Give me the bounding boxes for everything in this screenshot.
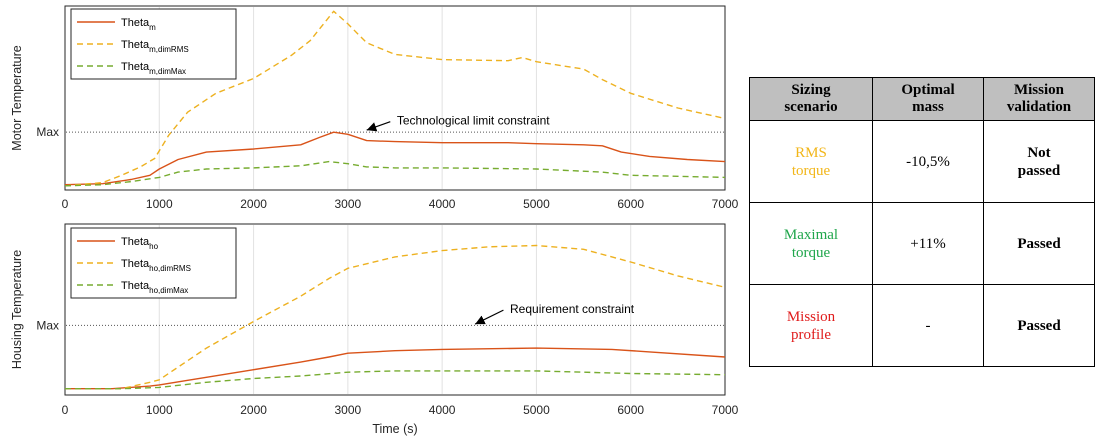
motor-legend: Thetam Thetam,dimRMS Thetam,dimMax bbox=[70, 8, 237, 80]
housing-legend-entry: Thetaho,dimRMS bbox=[121, 258, 191, 273]
housing-xtick-label: 0 bbox=[62, 403, 69, 417]
housing-annotation-arrow bbox=[474, 309, 504, 325]
motor-xtick-label: 6000 bbox=[617, 197, 644, 211]
sizing-results-table: Sizing scenario Optimal mass Mission valida… bbox=[749, 77, 1095, 367]
validation-cell: Passed bbox=[983, 202, 1095, 285]
housing-xtick-label: 2000 bbox=[240, 403, 267, 417]
motor-xtick-label: 3000 bbox=[335, 197, 362, 211]
motor-y-axis-label: Motor Temperature bbox=[10, 45, 24, 150]
scenario-cell: Mission profile bbox=[749, 284, 873, 367]
table-row: RMS torque -10,5% Not passed bbox=[749, 120, 1095, 203]
housing-series-ho bbox=[65, 347, 726, 390]
time-x-axis-label: Time (s) bbox=[372, 422, 417, 436]
motor-xtick-label: 0 bbox=[62, 197, 69, 211]
housing-y-axis-label: Housing Temperature bbox=[10, 250, 24, 369]
motor-legend-entry: Thetam,dimRMS bbox=[121, 39, 189, 54]
motor-series-m bbox=[64, 131, 726, 186]
mass-cell: +11% bbox=[872, 202, 984, 285]
housing-legend: Thetaho Thetaho,dimRMS Thetaho,dimMax bbox=[70, 227, 237, 299]
table-row: Maximal torque +11% Passed bbox=[749, 202, 1095, 285]
motor-xtick-label: 4000 bbox=[429, 197, 456, 211]
validation-cell: Not passed bbox=[983, 120, 1095, 203]
housing-xtick-label: 5000 bbox=[523, 403, 550, 417]
mass-cell: -10,5% bbox=[872, 120, 984, 203]
validation-cell: Passed bbox=[983, 284, 1095, 367]
housing-temperature-chart: 0 1000 2000 3000 4000 5000 6000 7000 Max Housin… bbox=[10, 223, 739, 417]
housing-legend-entry: Thetaho,dimMax bbox=[121, 280, 188, 295]
plots-area: 0 1000 2000 3000 4000 5000 6000 7000 Max Motor … bbox=[10, 5, 739, 436]
scenario-cell: Maximal torque bbox=[749, 202, 873, 285]
housing-annotation-text: Requirement constraint bbox=[510, 302, 635, 316]
housing-xtick-label: 4000 bbox=[429, 403, 456, 417]
housing-xtick-label: 6000 bbox=[617, 403, 644, 417]
motor-legend-entry: Thetam bbox=[121, 17, 156, 32]
table-header-row: Sizing scenario Optimal mass Mission valida… bbox=[749, 77, 1095, 121]
housing-xtick-label: 7000 bbox=[712, 403, 739, 417]
motor-legend-entry: Thetam,dimMax bbox=[121, 61, 186, 76]
header-mission-validation: Mission validation bbox=[983, 77, 1095, 121]
housing-legend-entry: Thetaho bbox=[121, 236, 159, 251]
header-optimal-mass: Optimal mass bbox=[872, 77, 984, 121]
table-row: Mission profile - Passed bbox=[749, 284, 1095, 367]
motor-annotation-arrow bbox=[366, 121, 391, 132]
scenario-cell: RMS torque bbox=[749, 120, 873, 203]
housing-series-ho-dimrms bbox=[65, 244, 726, 390]
housing-xtick-label: 1000 bbox=[146, 403, 173, 417]
motor-xtick-label: 5000 bbox=[523, 197, 550, 211]
motor-series-m-dimrms bbox=[64, 10, 726, 187]
housing-ytick-max: Max bbox=[36, 318, 59, 332]
housing-xtick-label: 3000 bbox=[335, 403, 362, 417]
motor-xtick-label: 1000 bbox=[146, 197, 173, 211]
motor-temperature-chart: 0 1000 2000 3000 4000 5000 6000 7000 Max Motor … bbox=[10, 5, 739, 211]
motor-xtick-label: 2000 bbox=[240, 197, 267, 211]
motor-annotation-text: Technological limit constraint bbox=[397, 114, 550, 128]
mass-cell: - bbox=[872, 284, 984, 367]
motor-xtick-label: 7000 bbox=[712, 197, 739, 211]
motor-ytick-max: Max bbox=[36, 125, 59, 139]
header-sizing-scenario: Sizing scenario bbox=[749, 77, 873, 121]
motor-series-m-dimmax bbox=[64, 160, 726, 187]
